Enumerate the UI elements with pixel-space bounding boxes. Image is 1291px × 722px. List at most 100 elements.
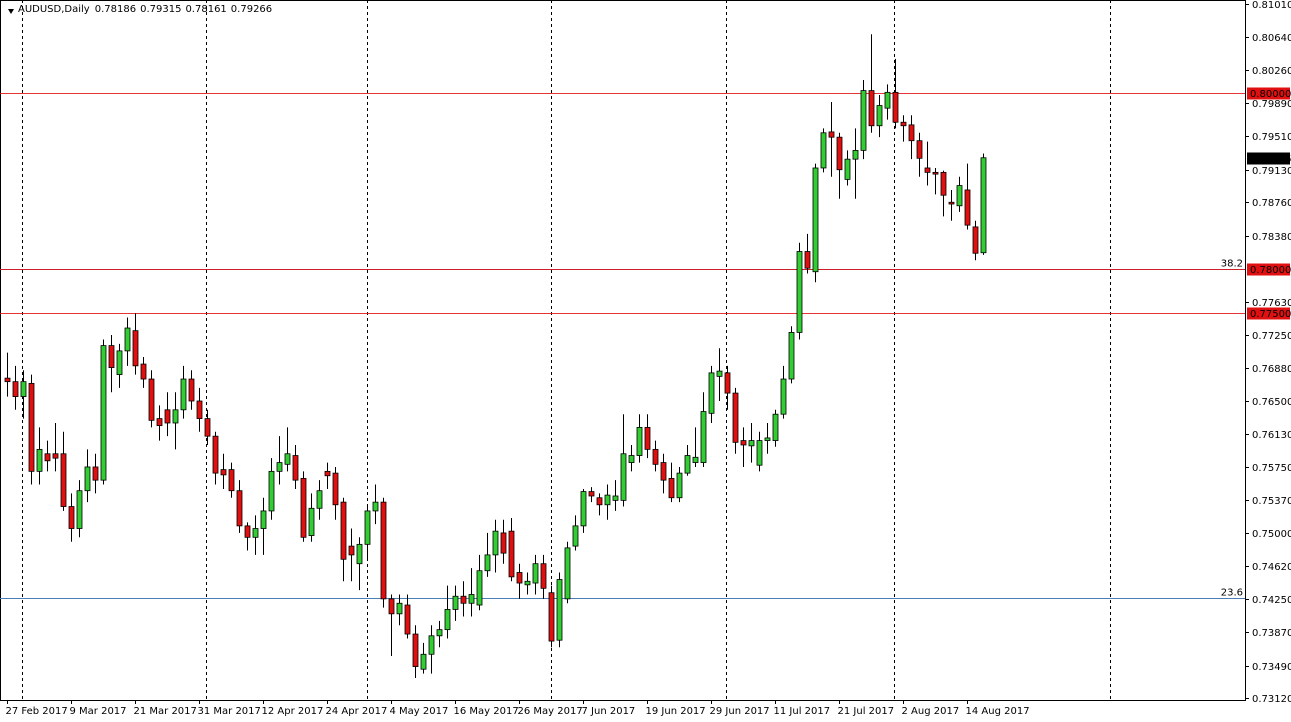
y-tick-label: 0.80260 bbox=[1252, 66, 1291, 77]
candle-body bbox=[692, 456, 699, 463]
candle-body bbox=[156, 418, 163, 427]
candle-body bbox=[492, 530, 499, 556]
candle-body bbox=[908, 124, 915, 142]
x-tick-label: 26 May 2017 bbox=[518, 706, 583, 717]
candle-body bbox=[92, 466, 99, 481]
candle-body bbox=[12, 381, 19, 398]
candle-body bbox=[364, 510, 371, 545]
y-tick-label: 0.75370 bbox=[1252, 496, 1291, 507]
candle-body bbox=[812, 167, 819, 273]
candle-body bbox=[540, 563, 547, 589]
candle-body bbox=[884, 91, 891, 109]
lines-layer: 38.2 23.6 bbox=[0, 93, 1245, 599]
candle-body bbox=[668, 477, 675, 499]
current-price-label: 0.79266 bbox=[1250, 154, 1291, 165]
candle-body bbox=[380, 501, 387, 600]
axis-layer: 0.81010 0.80640 0.80260 0.79890 0.79510 0.791… bbox=[6, 0, 1291, 717]
price-label-box bbox=[1247, 263, 1290, 276]
candle-body bbox=[372, 501, 379, 512]
candle-body bbox=[644, 426, 651, 450]
x-tick-label: 19 Jun 2017 bbox=[646, 706, 706, 717]
candle-body bbox=[876, 105, 883, 127]
candle-body bbox=[620, 453, 627, 501]
candle-body bbox=[484, 554, 491, 572]
candle-body bbox=[204, 418, 211, 437]
y-tick-label: 0.74620 bbox=[1252, 562, 1291, 573]
candle-body bbox=[236, 490, 243, 527]
candle-body bbox=[188, 378, 195, 402]
candle-body bbox=[588, 491, 595, 497]
candle-body bbox=[684, 455, 691, 474]
candle-body bbox=[924, 167, 931, 173]
y-tick-label: 0.79130 bbox=[1252, 166, 1291, 177]
fib-label: 38.2 bbox=[1221, 259, 1243, 270]
candle-body bbox=[796, 251, 803, 333]
candle-body bbox=[100, 345, 107, 481]
candle-body bbox=[300, 477, 307, 538]
candle-body bbox=[652, 448, 659, 465]
candle-body bbox=[964, 189, 971, 226]
candle-body bbox=[980, 157, 987, 254]
candle-body bbox=[396, 602, 403, 615]
candle-body bbox=[628, 455, 635, 463]
candle-body bbox=[292, 455, 299, 481]
y-tick-label: 0.78380 bbox=[1252, 232, 1291, 243]
candle-body bbox=[700, 411, 707, 463]
candle-body bbox=[180, 378, 187, 411]
candle-body bbox=[356, 543, 363, 565]
candle-body bbox=[860, 90, 867, 151]
candle-body bbox=[804, 251, 811, 269]
candle-body bbox=[44, 453, 51, 462]
candle-body bbox=[596, 497, 603, 506]
x-tick-label: 31 Mar 2017 bbox=[198, 706, 261, 717]
candle-body bbox=[660, 462, 667, 481]
candle-body bbox=[972, 226, 979, 254]
candle-body bbox=[196, 400, 203, 419]
candle-body bbox=[676, 472, 683, 499]
price-label-box bbox=[1247, 87, 1290, 100]
y-tick-label: 0.77630 bbox=[1252, 298, 1291, 309]
candle-body bbox=[524, 580, 531, 586]
candle-body bbox=[764, 437, 771, 441]
candle-body bbox=[716, 370, 723, 377]
candle-body bbox=[52, 453, 59, 459]
candle-body bbox=[28, 383, 35, 472]
fib-label: 23.6 bbox=[1221, 588, 1243, 599]
candle-body bbox=[708, 372, 715, 414]
candle-body bbox=[604, 494, 611, 506]
candle-body bbox=[756, 440, 763, 466]
x-tick-label: 4 May 2017 bbox=[390, 706, 449, 717]
x-tick-label: 12 Apr 2017 bbox=[262, 706, 324, 717]
candle-body bbox=[252, 528, 259, 538]
x-tick-label: 27 Feb 2017 bbox=[6, 706, 68, 717]
plot-frame bbox=[0, 0, 1246, 701]
candle-body bbox=[852, 149, 859, 160]
candle-body bbox=[772, 413, 779, 441]
candle-body bbox=[172, 409, 179, 424]
candle-body bbox=[948, 201, 955, 205]
candle-body bbox=[308, 507, 315, 536]
candle-body bbox=[4, 377, 11, 383]
candle-body bbox=[148, 378, 155, 421]
price-label: 0.77500 bbox=[1250, 309, 1291, 320]
candle-body bbox=[36, 448, 43, 472]
candle-body bbox=[140, 363, 147, 380]
last-high: 0.79315 bbox=[140, 4, 181, 15]
candle-body bbox=[412, 633, 419, 667]
candle-body bbox=[84, 466, 91, 492]
candle-body bbox=[132, 330, 139, 367]
candle-body bbox=[940, 171, 947, 196]
candle-body bbox=[548, 592, 555, 642]
y-tick-label: 0.76500 bbox=[1252, 397, 1291, 408]
candle-body bbox=[108, 345, 115, 368]
candle-body bbox=[388, 598, 395, 615]
candle-body bbox=[828, 131, 835, 138]
y-tick-label: 0.79890 bbox=[1252, 99, 1291, 110]
candle-body bbox=[404, 604, 411, 635]
candle-body bbox=[332, 472, 339, 506]
candle-body bbox=[868, 90, 875, 127]
y-tick-label: 0.73490 bbox=[1252, 662, 1291, 673]
price-label-box bbox=[1247, 307, 1290, 320]
